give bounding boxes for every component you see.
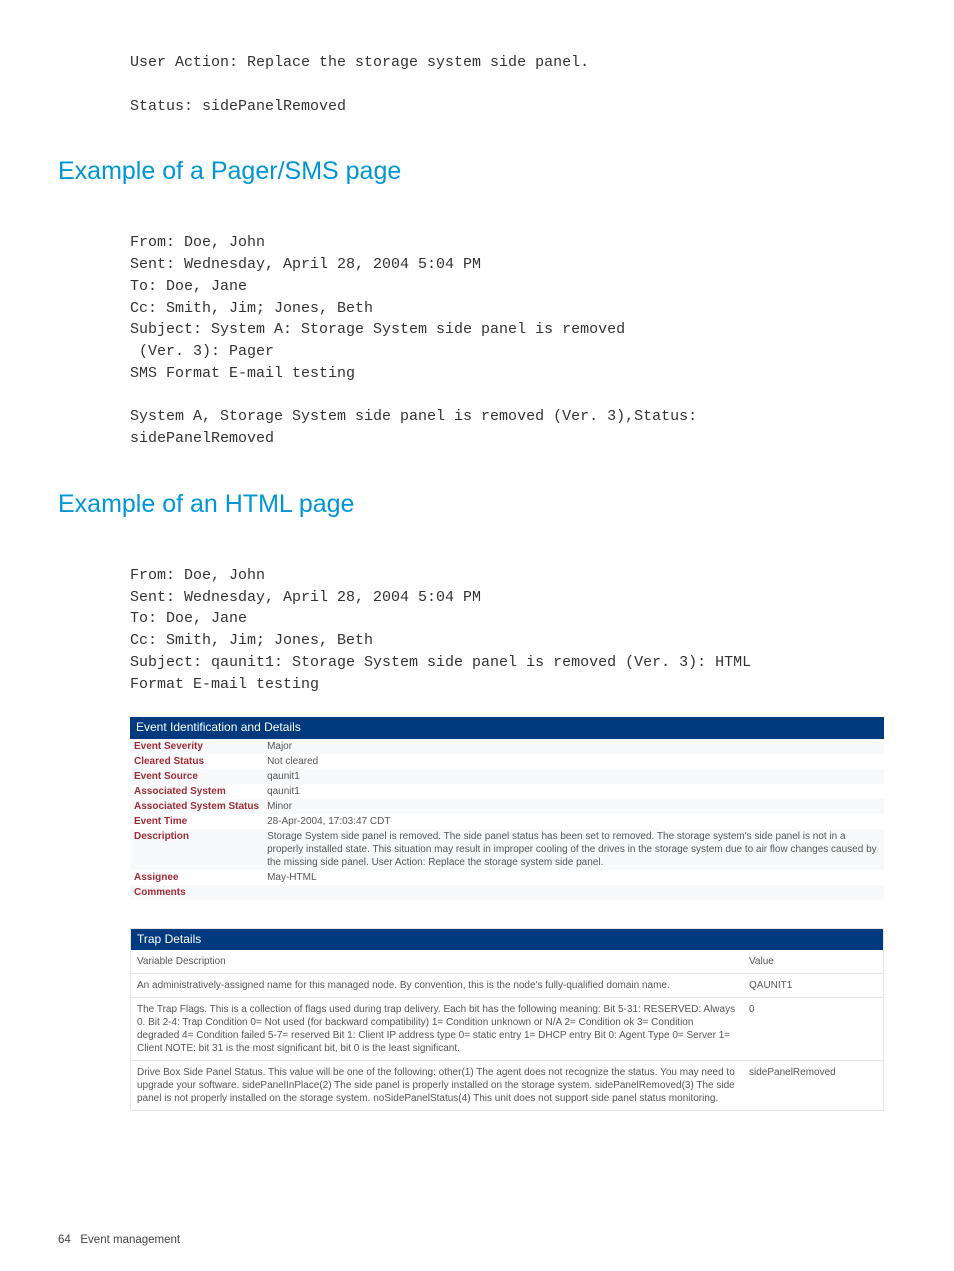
table-row: DescriptionStorage System side panel is … xyxy=(130,829,884,870)
trap-desc: Drive Box Side Panel Status. This value … xyxy=(131,1061,743,1111)
table-row: Comments xyxy=(130,885,884,900)
evt-label: Event Source xyxy=(130,769,263,784)
evt-label: Description xyxy=(130,829,263,870)
trap-details-panel: Trap Details Variable Description Value … xyxy=(130,928,884,1112)
event-panel-title: Event Identification and Details xyxy=(130,717,884,739)
evt-label: Assignee xyxy=(130,870,263,885)
heading-pager-sms: Example of a Pager/SMS page xyxy=(58,157,884,186)
evt-value: Minor xyxy=(263,799,884,814)
trap-col-desc: Variable Description xyxy=(131,950,743,974)
trap-panel-title: Trap Details xyxy=(131,929,883,951)
evt-label: Associated System Status xyxy=(130,799,263,814)
table-row: Associated Systemqaunit1 xyxy=(130,784,884,799)
page-footer: 64 Event management xyxy=(58,1234,180,1246)
evt-value: qaunit1 xyxy=(263,784,884,799)
table-row: Event SeverityMajor xyxy=(130,739,884,754)
evt-value xyxy=(263,885,884,900)
event-details-table: Event SeverityMajor Cleared StatusNot cl… xyxy=(130,739,884,900)
trap-value: QAUNIT1 xyxy=(743,974,883,998)
trap-value: sidePanelRemoved xyxy=(743,1061,883,1111)
table-row: The Trap Flags. This is a collection of … xyxy=(131,998,883,1061)
trap-details-table: Variable Description Value An administra… xyxy=(131,950,883,1110)
trap-col-val: Value xyxy=(743,950,883,974)
evt-label: Cleared Status xyxy=(130,754,263,769)
table-row: An administratively-assigned name for th… xyxy=(131,974,883,998)
evt-label: Event Time xyxy=(130,814,263,829)
footer-section: Event management xyxy=(80,1234,180,1246)
user-action-block: User Action: Replace the storage system … xyxy=(130,52,884,117)
evt-value: qaunit1 xyxy=(263,769,884,784)
trap-value: 0 xyxy=(743,998,883,1061)
evt-label: Comments xyxy=(130,885,263,900)
heading-html-page: Example of an HTML page xyxy=(58,490,884,519)
table-row: Cleared StatusNot cleared xyxy=(130,754,884,769)
html-email-block: From: Doe, John Sent: Wednesday, April 2… xyxy=(130,565,884,696)
pager-sms-block: From: Doe, John Sent: Wednesday, April 2… xyxy=(130,232,884,450)
table-header-row: Variable Description Value xyxy=(131,950,883,974)
evt-value: Major xyxy=(263,739,884,754)
page-number: 64 xyxy=(58,1234,71,1246)
table-row: Drive Box Side Panel Status. This value … xyxy=(131,1061,883,1111)
event-details-panel: Event Identification and Details Event S… xyxy=(130,717,884,900)
table-row: Event Sourceqaunit1 xyxy=(130,769,884,784)
table-row: Associated System StatusMinor xyxy=(130,799,884,814)
evt-value: 28-Apr-2004, 17:03:47 CDT xyxy=(263,814,884,829)
evt-value: May-HTML xyxy=(263,870,884,885)
trap-desc: An administratively-assigned name for th… xyxy=(131,974,743,998)
evt-value: Not cleared xyxy=(263,754,884,769)
table-row: AssigneeMay-HTML xyxy=(130,870,884,885)
table-row: Event Time28-Apr-2004, 17:03:47 CDT xyxy=(130,814,884,829)
evt-value: Storage System side panel is removed. Th… xyxy=(263,829,884,870)
evt-label: Associated System xyxy=(130,784,263,799)
evt-label: Event Severity xyxy=(130,739,263,754)
trap-desc: The Trap Flags. This is a collection of … xyxy=(131,998,743,1061)
